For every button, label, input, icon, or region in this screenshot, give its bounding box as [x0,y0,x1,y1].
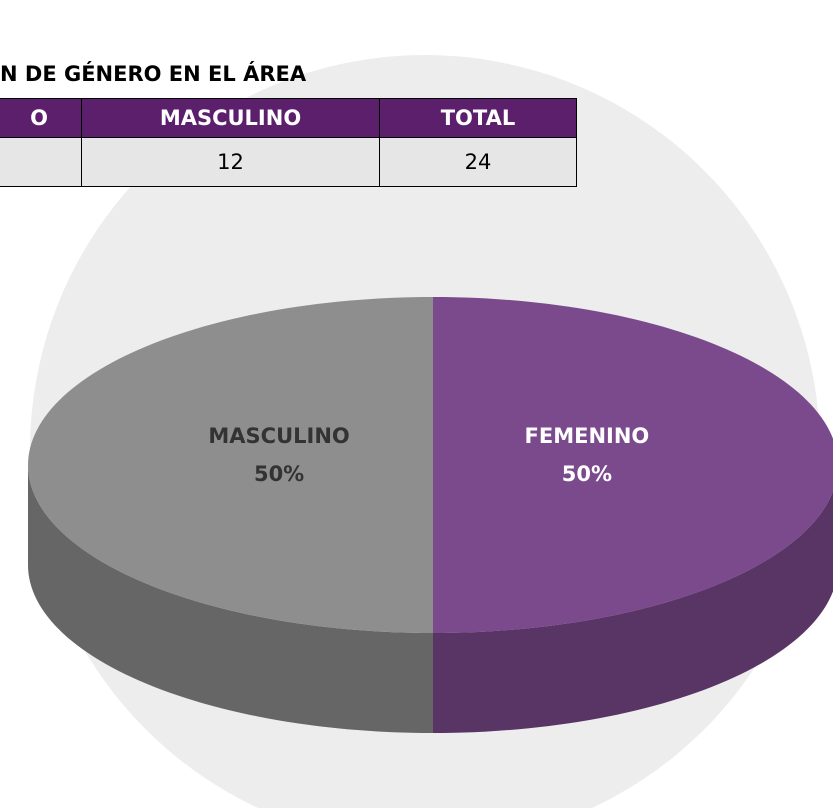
cell [0,137,82,187]
slice-label: FEMENINO [525,424,650,448]
slice-side [433,491,833,733]
header-cell: TOTAL [379,98,577,138]
cell: 12 [81,137,380,187]
slice [433,297,833,633]
slice-value-label: 50% [562,462,612,486]
slice-side [28,465,433,733]
gender-table: O MASCULINO TOTAL 12 24 [0,98,577,187]
cell: 24 [379,137,577,187]
header-cell: O [0,98,82,138]
slice [28,297,433,633]
slice-value-label: 50% [254,462,304,486]
table-title: N DE GÉNERO EN EL ÁREA [0,62,307,86]
slice-label: MASCULINO [208,424,349,448]
slice-side-shade [433,491,833,733]
header-cell: MASCULINO [81,98,380,138]
slice-side-shade [28,465,433,733]
